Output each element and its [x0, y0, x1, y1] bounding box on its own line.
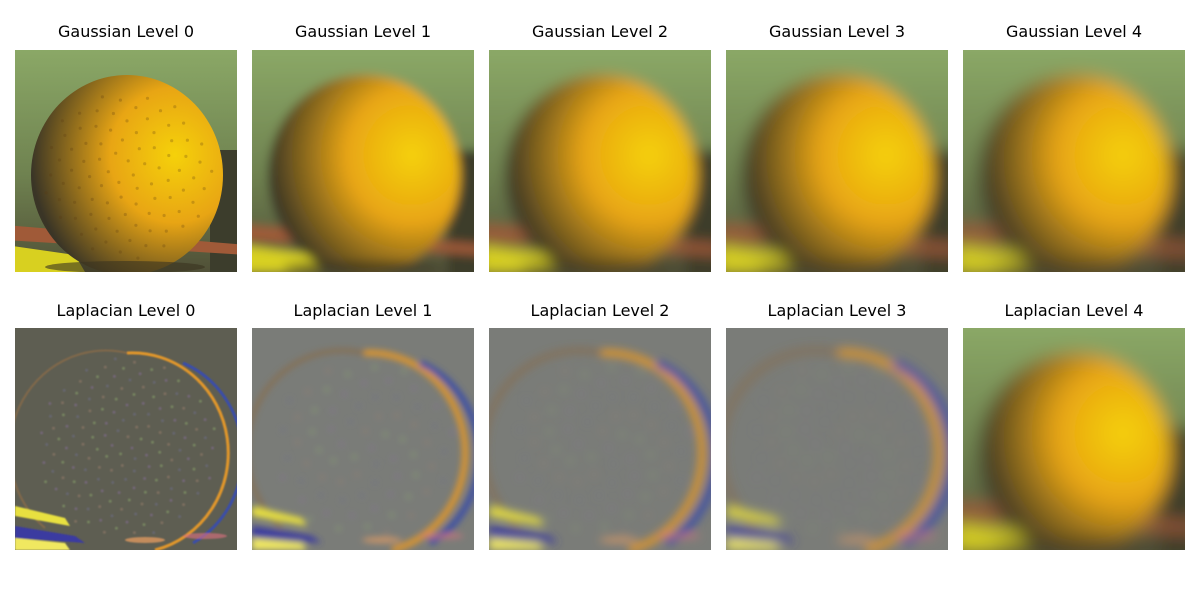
panel-title: Laplacian Level 1 — [293, 301, 433, 320]
panel-gaussian-2: Gaussian Level 2 — [489, 22, 711, 272]
image-gaussian-4 — [963, 50, 1185, 272]
panel-title: Gaussian Level 0 — [58, 22, 194, 41]
panel-title: Gaussian Level 1 — [295, 22, 431, 41]
image-laplacian-0 — [15, 328, 237, 550]
panel-gaussian-4: Gaussian Level 4 — [963, 22, 1185, 272]
panel-title: Gaussian Level 3 — [769, 22, 905, 41]
panel-title: Laplacian Level 3 — [767, 301, 907, 320]
panel-title: Laplacian Level 2 — [530, 301, 670, 320]
panel-laplacian-4: Laplacian Level 4 — [963, 301, 1185, 551]
panel-title: Laplacian Level 0 — [56, 301, 196, 320]
panel-gaussian-0: Gaussian Level 0 — [15, 22, 237, 272]
image-gaussian-2 — [489, 50, 711, 272]
image-gaussian-3 — [726, 50, 948, 272]
panel-gaussian-3: Gaussian Level 3 — [726, 22, 948, 272]
panel-laplacian-0: Laplacian Level 0 — [15, 301, 237, 551]
panel-gaussian-1: Gaussian Level 1 — [252, 22, 474, 272]
image-laplacian-3 — [726, 328, 948, 550]
image-gaussian-1 — [252, 50, 474, 272]
panel-laplacian-3: Laplacian Level 3 — [726, 301, 948, 551]
image-gaussian-0 — [15, 50, 237, 272]
panel-title: Gaussian Level 4 — [1006, 22, 1142, 41]
image-laplacian-4 — [963, 328, 1185, 550]
panel-laplacian-2: Laplacian Level 2 — [489, 301, 711, 551]
panel-laplacian-1: Laplacian Level 1 — [252, 301, 474, 551]
panel-title: Gaussian Level 2 — [532, 22, 668, 41]
image-laplacian-1 — [252, 328, 474, 550]
panel-title: Laplacian Level 4 — [1004, 301, 1144, 320]
image-laplacian-2 — [489, 328, 711, 550]
